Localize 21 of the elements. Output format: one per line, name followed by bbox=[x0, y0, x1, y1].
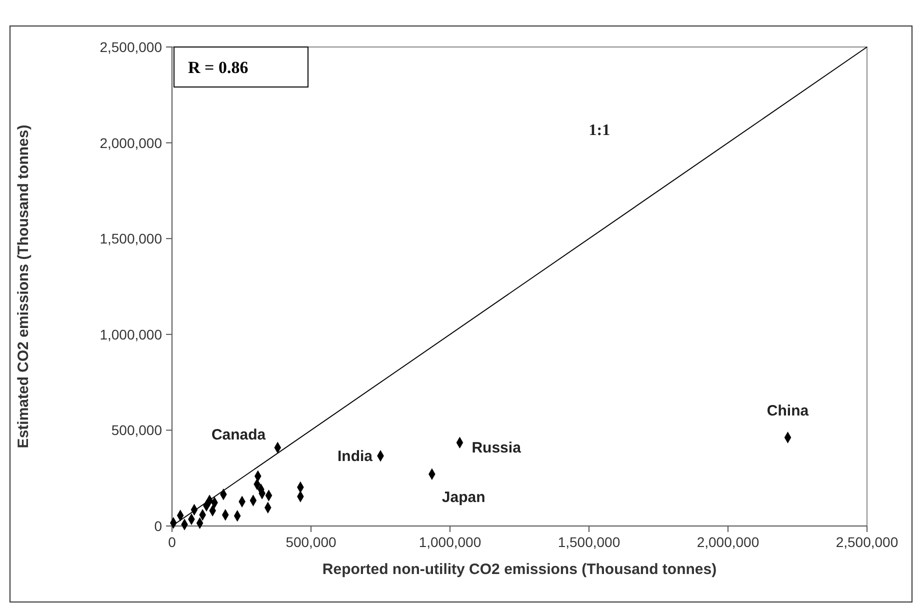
annotation: Japan bbox=[442, 489, 486, 506]
x-tick-label: 1,500,000 bbox=[558, 534, 620, 550]
y-tick-label: 2,500,000 bbox=[100, 39, 162, 55]
x-tick-label: 500,000 bbox=[286, 534, 337, 550]
x-tick-label: 2,500,000 bbox=[836, 534, 898, 550]
y-tick-label: 500,000 bbox=[111, 422, 162, 438]
x-tick-label: 2,000,000 bbox=[696, 534, 760, 550]
annotation: Canada bbox=[211, 426, 266, 444]
annotation: India bbox=[337, 448, 374, 465]
y-tick-label: 1,500,000 bbox=[100, 230, 162, 247]
annotation: R = 0.86 bbox=[188, 58, 248, 77]
annotation: 1:1 bbox=[588, 122, 610, 139]
annotation: Russia bbox=[472, 440, 522, 457]
y-tick-label: 2,000,000 bbox=[100, 134, 162, 151]
y-tick-label: 0 bbox=[154, 518, 162, 534]
x-tick-label: 1,000,000 bbox=[418, 534, 482, 550]
y-axis-title: Estimated CO2 emissions (Thousand tonnes) bbox=[15, 124, 32, 448]
annotation: China bbox=[766, 402, 810, 420]
x-axis-title: Reported non-utility CO2 emissions (Thousand tonnes) bbox=[322, 561, 717, 578]
y-tick-label: 1,000,000 bbox=[100, 326, 162, 342]
x-tick-label: 0 bbox=[168, 534, 176, 550]
